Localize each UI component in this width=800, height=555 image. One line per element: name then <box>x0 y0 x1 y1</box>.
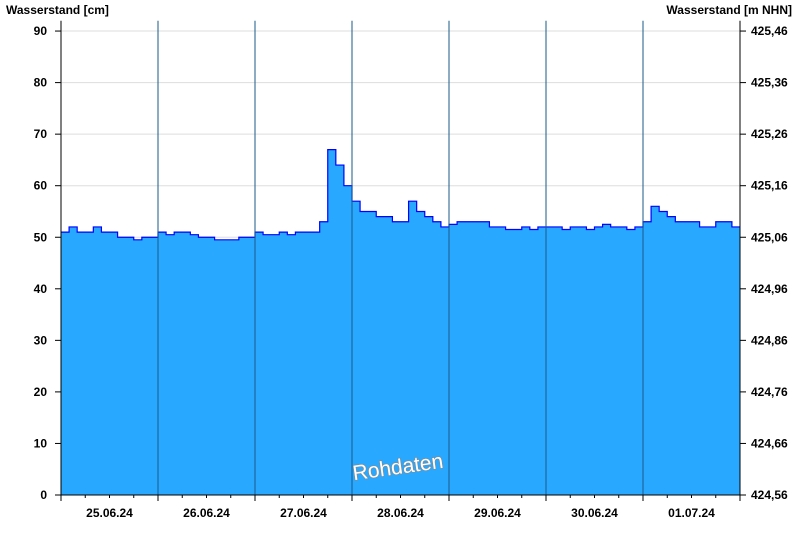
left-tick-label: 30 <box>34 333 48 347</box>
left-tick-label: 50 <box>34 230 48 244</box>
right-tick-label: 425,16 <box>751 179 788 193</box>
right-axis-title: Wasserstand [m NHN] <box>666 3 792 17</box>
left-tick-label: 10 <box>34 436 48 450</box>
x-tick-label: 28.06.24 <box>377 506 424 520</box>
left-tick-label: 90 <box>34 24 48 38</box>
right-tick-label: 424,96 <box>751 282 788 296</box>
right-tick-label: 424,66 <box>751 436 788 450</box>
water-level-area <box>61 149 740 496</box>
x-tick-label: 01.07.24 <box>668 506 715 520</box>
left-tick-label: 70 <box>34 127 48 141</box>
x-tick-label: 29.06.24 <box>474 506 521 520</box>
x-tick-label: 25.06.24 <box>86 506 133 520</box>
right-tick-label: 424,56 <box>751 488 788 502</box>
right-tick-label: 425,46 <box>751 24 788 38</box>
right-tick-label: 424,86 <box>751 333 788 347</box>
left-tick-label: 40 <box>34 282 48 296</box>
axes: 0 424,56 10 424,66 20 424,76 30 424,86 40 424,96 5… <box>34 20 788 520</box>
right-tick-label: 425,06 <box>751 230 788 244</box>
x-tick-label: 30.06.24 <box>571 506 618 520</box>
left-axis-title: Wasserstand [cm] <box>6 3 109 17</box>
right-tick-label: 424,76 <box>751 385 788 399</box>
left-tick-label: 20 <box>34 385 48 399</box>
water-level-line <box>61 149 740 241</box>
series-area <box>61 20 740 496</box>
left-tick-label: 60 <box>34 179 48 193</box>
right-tick-label: 425,26 <box>751 127 788 141</box>
x-tick-label: 27.06.24 <box>280 506 327 520</box>
left-tick-label: 80 <box>34 76 48 90</box>
right-tick-label: 425,36 <box>751 76 788 90</box>
left-tick-label: 0 <box>40 488 47 502</box>
x-tick-label: 26.06.24 <box>183 506 230 520</box>
